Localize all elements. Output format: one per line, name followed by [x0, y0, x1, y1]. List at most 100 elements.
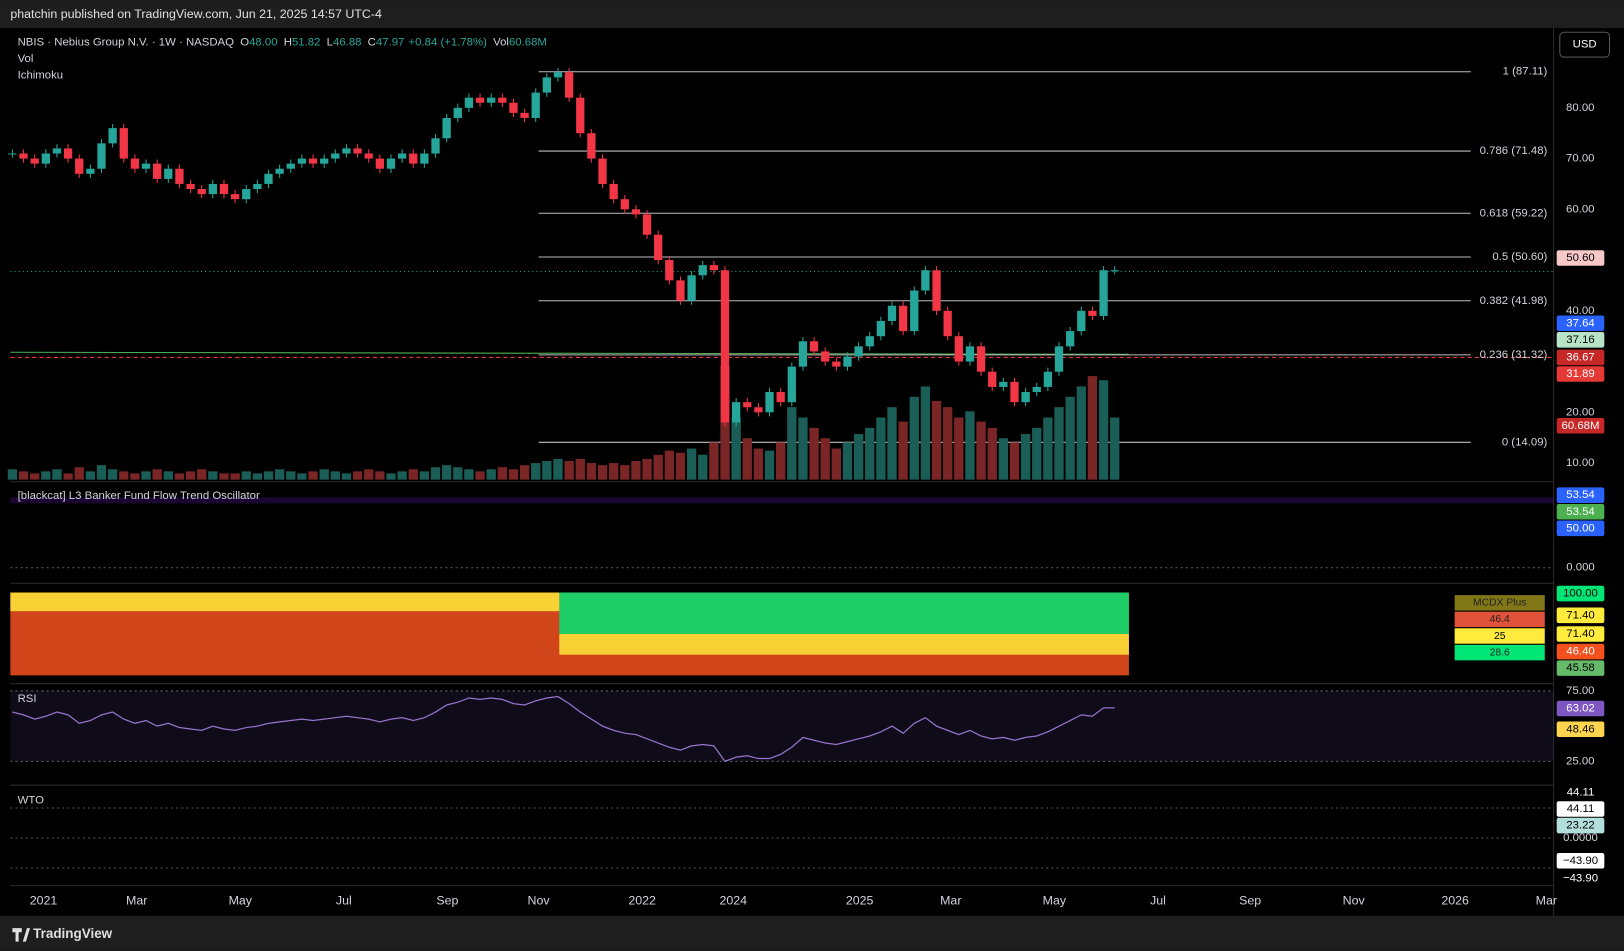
y-tick-label: 40.00	[1566, 305, 1594, 317]
candle	[876, 320, 886, 337]
candle	[910, 290, 919, 332]
candle	[242, 189, 251, 200]
volume-bar	[208, 471, 218, 480]
candle	[587, 133, 596, 159]
mcdx-cell-text: 46.4	[1490, 614, 1510, 625]
candle	[41, 153, 50, 164]
candle	[1010, 381, 1019, 403]
candle	[297, 158, 307, 164]
x-tick-label: 2026	[1441, 893, 1469, 907]
volume-bar	[698, 454, 708, 480]
volume-bar	[263, 471, 274, 480]
price-tag-bg	[1556, 349, 1605, 366]
top-bar	[0, 0, 1624, 29]
volume-bar	[419, 471, 430, 480]
candle	[509, 102, 518, 113]
volume-bar	[497, 467, 507, 480]
wto-tag: 44.11	[1567, 803, 1595, 815]
volume-bar	[553, 458, 563, 480]
candle	[342, 148, 351, 154]
volume-bar	[753, 448, 764, 480]
x-tick-label: Jul	[1150, 893, 1166, 907]
volume-bar	[85, 471, 96, 480]
candle	[320, 158, 329, 164]
currency: USD	[1573, 39, 1597, 51]
price-tag-bg	[1556, 332, 1605, 348]
rsi-tag-bg	[1556, 721, 1605, 738]
candle	[620, 199, 629, 210]
candle	[52, 148, 62, 154]
volume-bar	[1098, 380, 1109, 480]
x-tick-label: Jul	[336, 893, 352, 907]
volume-bar	[319, 469, 329, 480]
volume-bar	[642, 458, 652, 480]
y-tick-label: 80.00	[1566, 102, 1594, 114]
candle	[409, 153, 418, 164]
volume-bar	[764, 450, 775, 480]
ohlc-key: H	[284, 37, 292, 49]
price-tag-bg	[1556, 315, 1605, 332]
mcdx-tag-bg	[1556, 643, 1605, 660]
indicator-name: Ichimoku	[18, 70, 64, 82]
volume-bar	[297, 473, 307, 480]
candle	[86, 168, 95, 174]
volume-bar	[119, 471, 129, 480]
fib-label: 1 (87.11)	[1503, 66, 1548, 78]
volume-bar	[943, 407, 953, 480]
price-tag-bg	[1556, 418, 1605, 434]
volume-bar	[686, 448, 697, 480]
byline: phatchin published on TradingView.com, J…	[10, 7, 382, 21]
wto-tag: −43.90	[1563, 855, 1598, 867]
x-tick-label: Sep	[436, 893, 458, 907]
volume-bar	[1076, 386, 1086, 480]
volume-bar	[909, 396, 919, 480]
candle	[899, 305, 908, 332]
candle	[1054, 346, 1064, 372]
volume-bar	[364, 469, 374, 480]
x-tick-label: 2024	[719, 893, 747, 907]
candle	[63, 148, 73, 159]
volume-bar	[486, 469, 496, 480]
candle	[776, 392, 785, 403]
candle	[531, 92, 540, 118]
volume-bar	[219, 473, 229, 480]
price-tag: 50.60	[1566, 252, 1594, 264]
candle	[709, 265, 719, 271]
pane-title: WTO	[18, 795, 44, 807]
ohlc-value: 48.00	[249, 37, 277, 49]
x-tick-label: 2021	[30, 893, 58, 907]
volume-bar	[798, 417, 808, 480]
candle	[286, 163, 295, 169]
candle	[108, 128, 117, 144]
symbol: NBIS · Nebius Group N.V. · 1W · NASDAQ	[18, 37, 235, 49]
legend-line: NBIS · Nebius Group N.V. · 1W · NASDAQ O4…	[18, 37, 547, 49]
volume-bar	[441, 465, 452, 480]
x-tick-label: May	[229, 893, 253, 907]
candle	[264, 173, 273, 184]
y-tick-label: 10.00	[1566, 457, 1594, 469]
mcdx-tag-bg	[1556, 660, 1605, 676]
volume-bar	[1087, 376, 1098, 480]
candle	[75, 158, 84, 174]
candle	[8, 153, 17, 155]
osc-tag-bg	[1556, 520, 1605, 537]
indicator-name: Vol	[18, 53, 34, 65]
x-tick-label: Mar	[940, 893, 961, 907]
volume-bar	[197, 469, 207, 480]
mcdx-tag: 100.00	[1563, 588, 1598, 600]
candle	[253, 183, 262, 190]
candle	[988, 371, 997, 387]
candle	[598, 158, 607, 184]
legend: NBIS · Nebius Group N.V. · 1W · NASDAQ O4…	[18, 37, 547, 82]
currency-button[interactable]	[1559, 31, 1611, 58]
volume-bar	[842, 442, 853, 480]
candle	[854, 346, 863, 357]
candle	[576, 97, 585, 134]
volume-bar	[631, 461, 641, 480]
candle	[665, 260, 674, 281]
rsi-tag: 63.02	[1566, 703, 1594, 715]
volume-bar	[475, 471, 485, 480]
volume-bar	[352, 471, 363, 480]
volume-bar	[519, 465, 530, 480]
volume-bar	[931, 400, 942, 480]
